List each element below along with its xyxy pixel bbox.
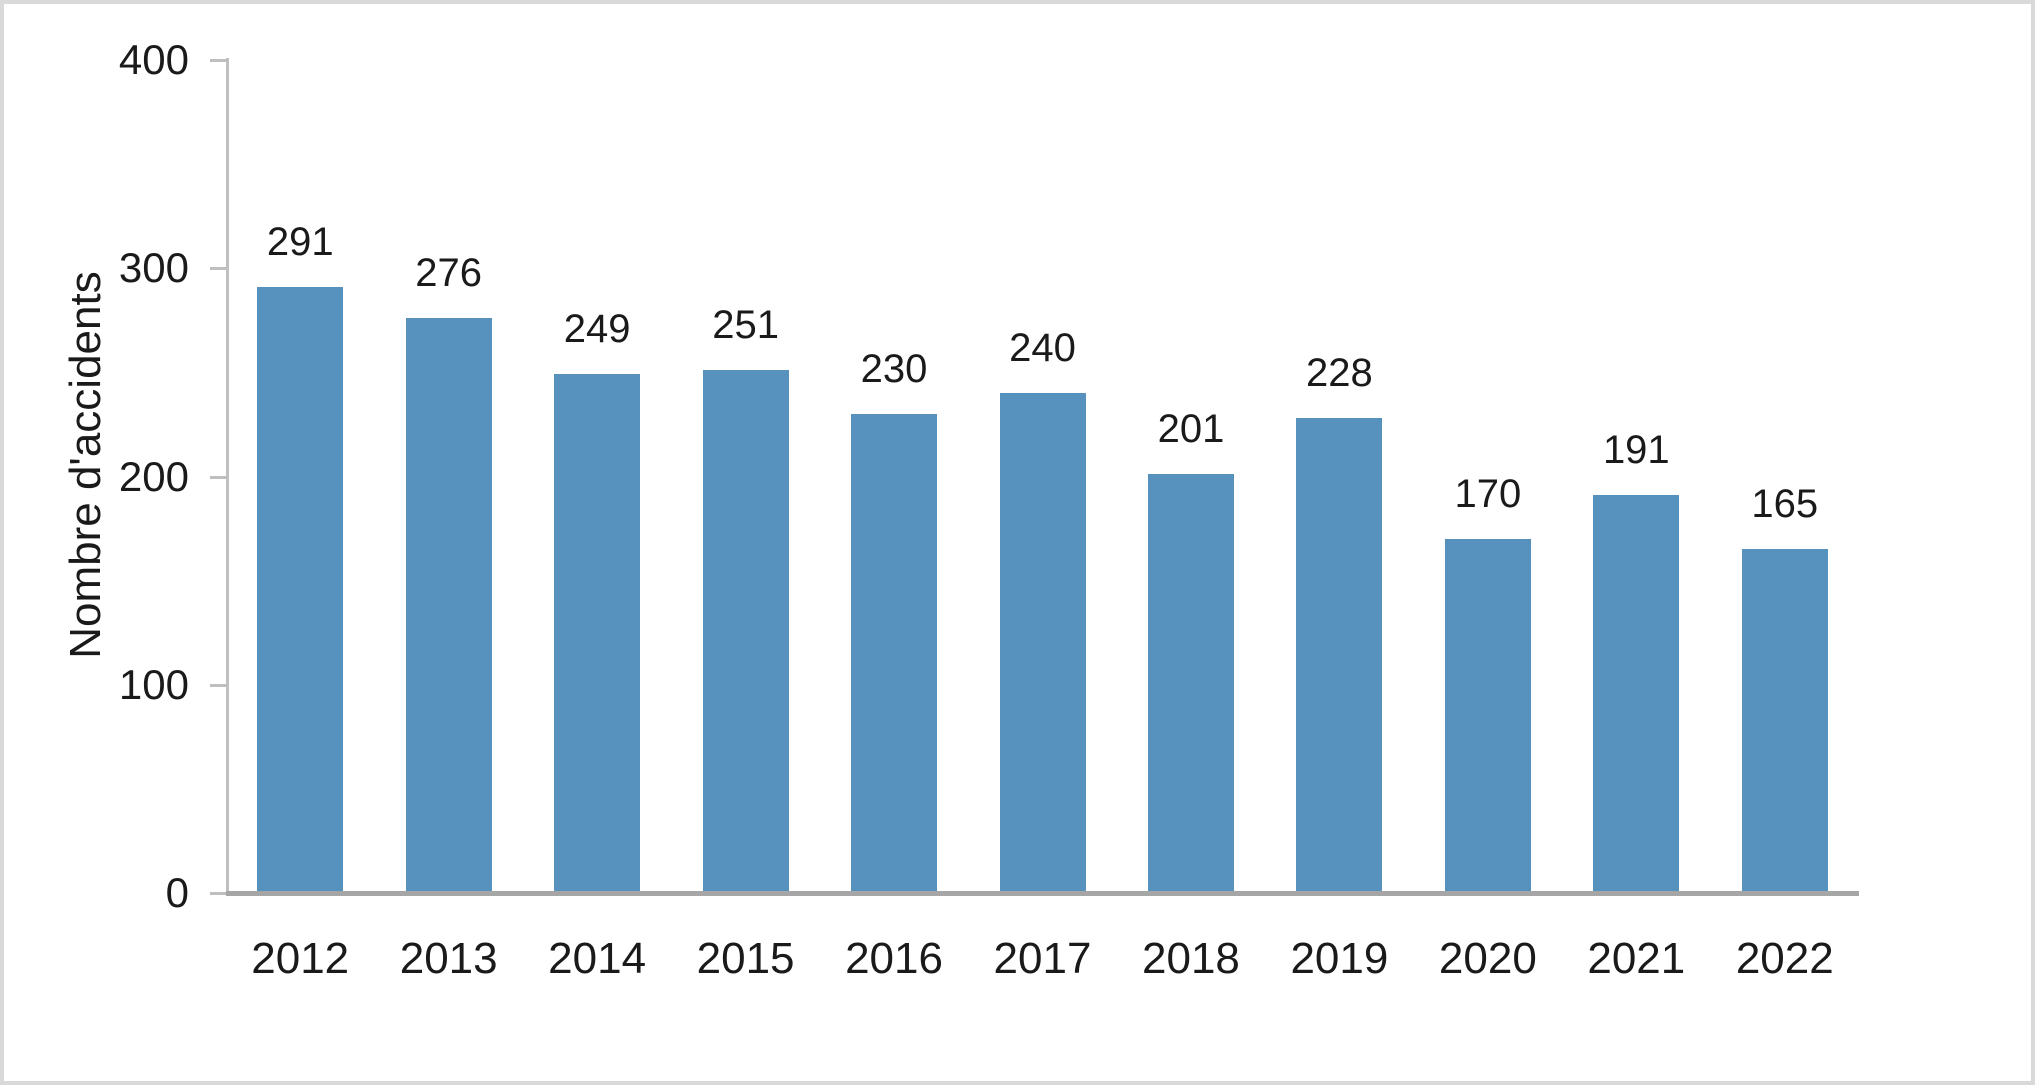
y-tick-label: 0 xyxy=(165,869,189,916)
y-tick-mark xyxy=(210,683,226,687)
bar-value-label-2016: 230 xyxy=(860,347,928,392)
bar-2022 xyxy=(1741,549,1828,893)
bar-2018 xyxy=(1147,474,1234,893)
bar-2012 xyxy=(257,286,344,893)
x-tick-label-2012: 2012 xyxy=(251,934,350,983)
x-tick-label-2018: 2018 xyxy=(1142,934,1240,983)
x-tick-label-2022: 2022 xyxy=(1735,934,1834,983)
x-tick-label-2019: 2019 xyxy=(1290,934,1389,983)
bar-2017 xyxy=(999,393,1086,893)
bar-2019 xyxy=(1296,418,1383,893)
bar-value-label-2015: 251 xyxy=(712,303,779,348)
bar-2014 xyxy=(554,374,641,893)
bar-chart: Nombre d'accidents 0 100 200 300 400 291 2012 2… xyxy=(4,4,2031,1081)
x-tick-label-2014: 2014 xyxy=(548,934,647,983)
x-tick-label-2013: 2013 xyxy=(399,934,498,983)
y-tick-label: 200 xyxy=(118,452,189,500)
y-tick-label: 400 xyxy=(118,36,189,83)
y-tick-mark xyxy=(210,475,226,479)
bar-value-label-2019: 228 xyxy=(1306,351,1373,396)
bar-value-label-2018: 201 xyxy=(1157,407,1225,452)
bar-value-label-2014: 249 xyxy=(563,307,631,352)
bar-value-label-2022: 165 xyxy=(1751,482,1819,527)
y-tick-label: 100 xyxy=(118,660,189,708)
x-tick-label-2015: 2015 xyxy=(696,934,795,983)
bar-value-label-2017: 240 xyxy=(1009,326,1076,371)
bar-2013 xyxy=(405,318,492,893)
y-tick-mark xyxy=(210,59,226,62)
bar-value-label-2012: 291 xyxy=(266,219,334,264)
bar-2021 xyxy=(1593,495,1680,893)
y-axis-line xyxy=(226,58,229,893)
x-tick-label-2017: 2017 xyxy=(993,934,1092,983)
bar-2016 xyxy=(851,414,938,893)
x-tick-label-2020: 2020 xyxy=(1438,934,1537,983)
x-tick-label-2021: 2021 xyxy=(1587,934,1686,983)
y-tick-mark xyxy=(210,267,226,271)
y-tick-label: 300 xyxy=(118,244,189,292)
bar-2020 xyxy=(1444,538,1531,893)
bar-value-label-2021: 191 xyxy=(1602,428,1670,473)
bar-2015 xyxy=(702,370,789,893)
x-tick-label-2016: 2016 xyxy=(845,934,943,983)
bar-value-label-2020: 170 xyxy=(1454,471,1522,516)
x-axis-line xyxy=(226,891,1859,896)
bar-value-label-2013: 276 xyxy=(415,251,483,296)
y-tick-mark xyxy=(210,892,226,895)
